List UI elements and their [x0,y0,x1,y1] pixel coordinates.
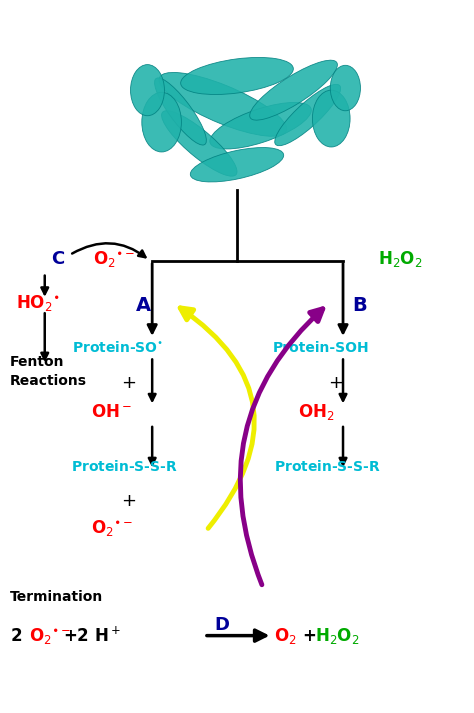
Text: OH$_2$: OH$_2$ [298,402,335,422]
Text: O$_2$$^{\bullet-}$: O$_2$$^{\bullet-}$ [91,518,133,538]
Circle shape [312,90,350,147]
Text: +: + [328,374,344,392]
Ellipse shape [162,111,237,176]
Text: HO$_2$$^{\bullet}$: HO$_2$$^{\bullet}$ [16,293,59,313]
Circle shape [130,65,164,116]
Text: O$_2$: O$_2$ [274,625,296,645]
Text: A: A [136,296,151,315]
Text: +2 H$^+$: +2 H$^+$ [63,626,121,645]
Text: O$_2$$^{\bullet-}$: O$_2$$^{\bullet-}$ [29,625,71,645]
Text: OH$^-$: OH$^-$ [91,403,132,421]
Circle shape [142,92,182,152]
Text: Termination: Termination [10,590,103,604]
Text: Fenton: Fenton [10,355,64,369]
Ellipse shape [155,78,206,145]
Text: C: C [51,250,64,268]
Ellipse shape [275,84,341,145]
Text: +: + [121,374,136,392]
Text: Protein-SOH: Protein-SOH [273,341,369,355]
Text: +: + [121,492,136,510]
Text: Protein-$\mathbf{S}$-S-R: Protein-$\mathbf{S}$-S-R [274,459,381,474]
FancyArrowPatch shape [240,309,323,585]
Ellipse shape [159,73,287,136]
Text: D: D [214,616,229,634]
Circle shape [330,66,360,111]
Text: O$_2$$^{\bullet-}$: O$_2$$^{\bullet-}$ [93,250,136,270]
Text: Protein-$\mathbf{S}$-S-R: Protein-$\mathbf{S}$-S-R [71,459,178,474]
Text: 2: 2 [11,627,28,645]
Text: Protein-SO$^{\bullet}$: Protein-SO$^{\bullet}$ [72,341,164,356]
Ellipse shape [250,60,337,120]
Ellipse shape [191,148,283,182]
Text: Reactions: Reactions [10,374,87,389]
Text: +: + [302,627,316,645]
Text: H$_2$O$_2$: H$_2$O$_2$ [378,250,423,270]
Ellipse shape [181,58,293,95]
FancyArrowPatch shape [180,308,255,528]
Text: H$_2$O$_2$: H$_2$O$_2$ [315,625,359,645]
Text: B: B [353,296,367,315]
Ellipse shape [210,103,311,149]
